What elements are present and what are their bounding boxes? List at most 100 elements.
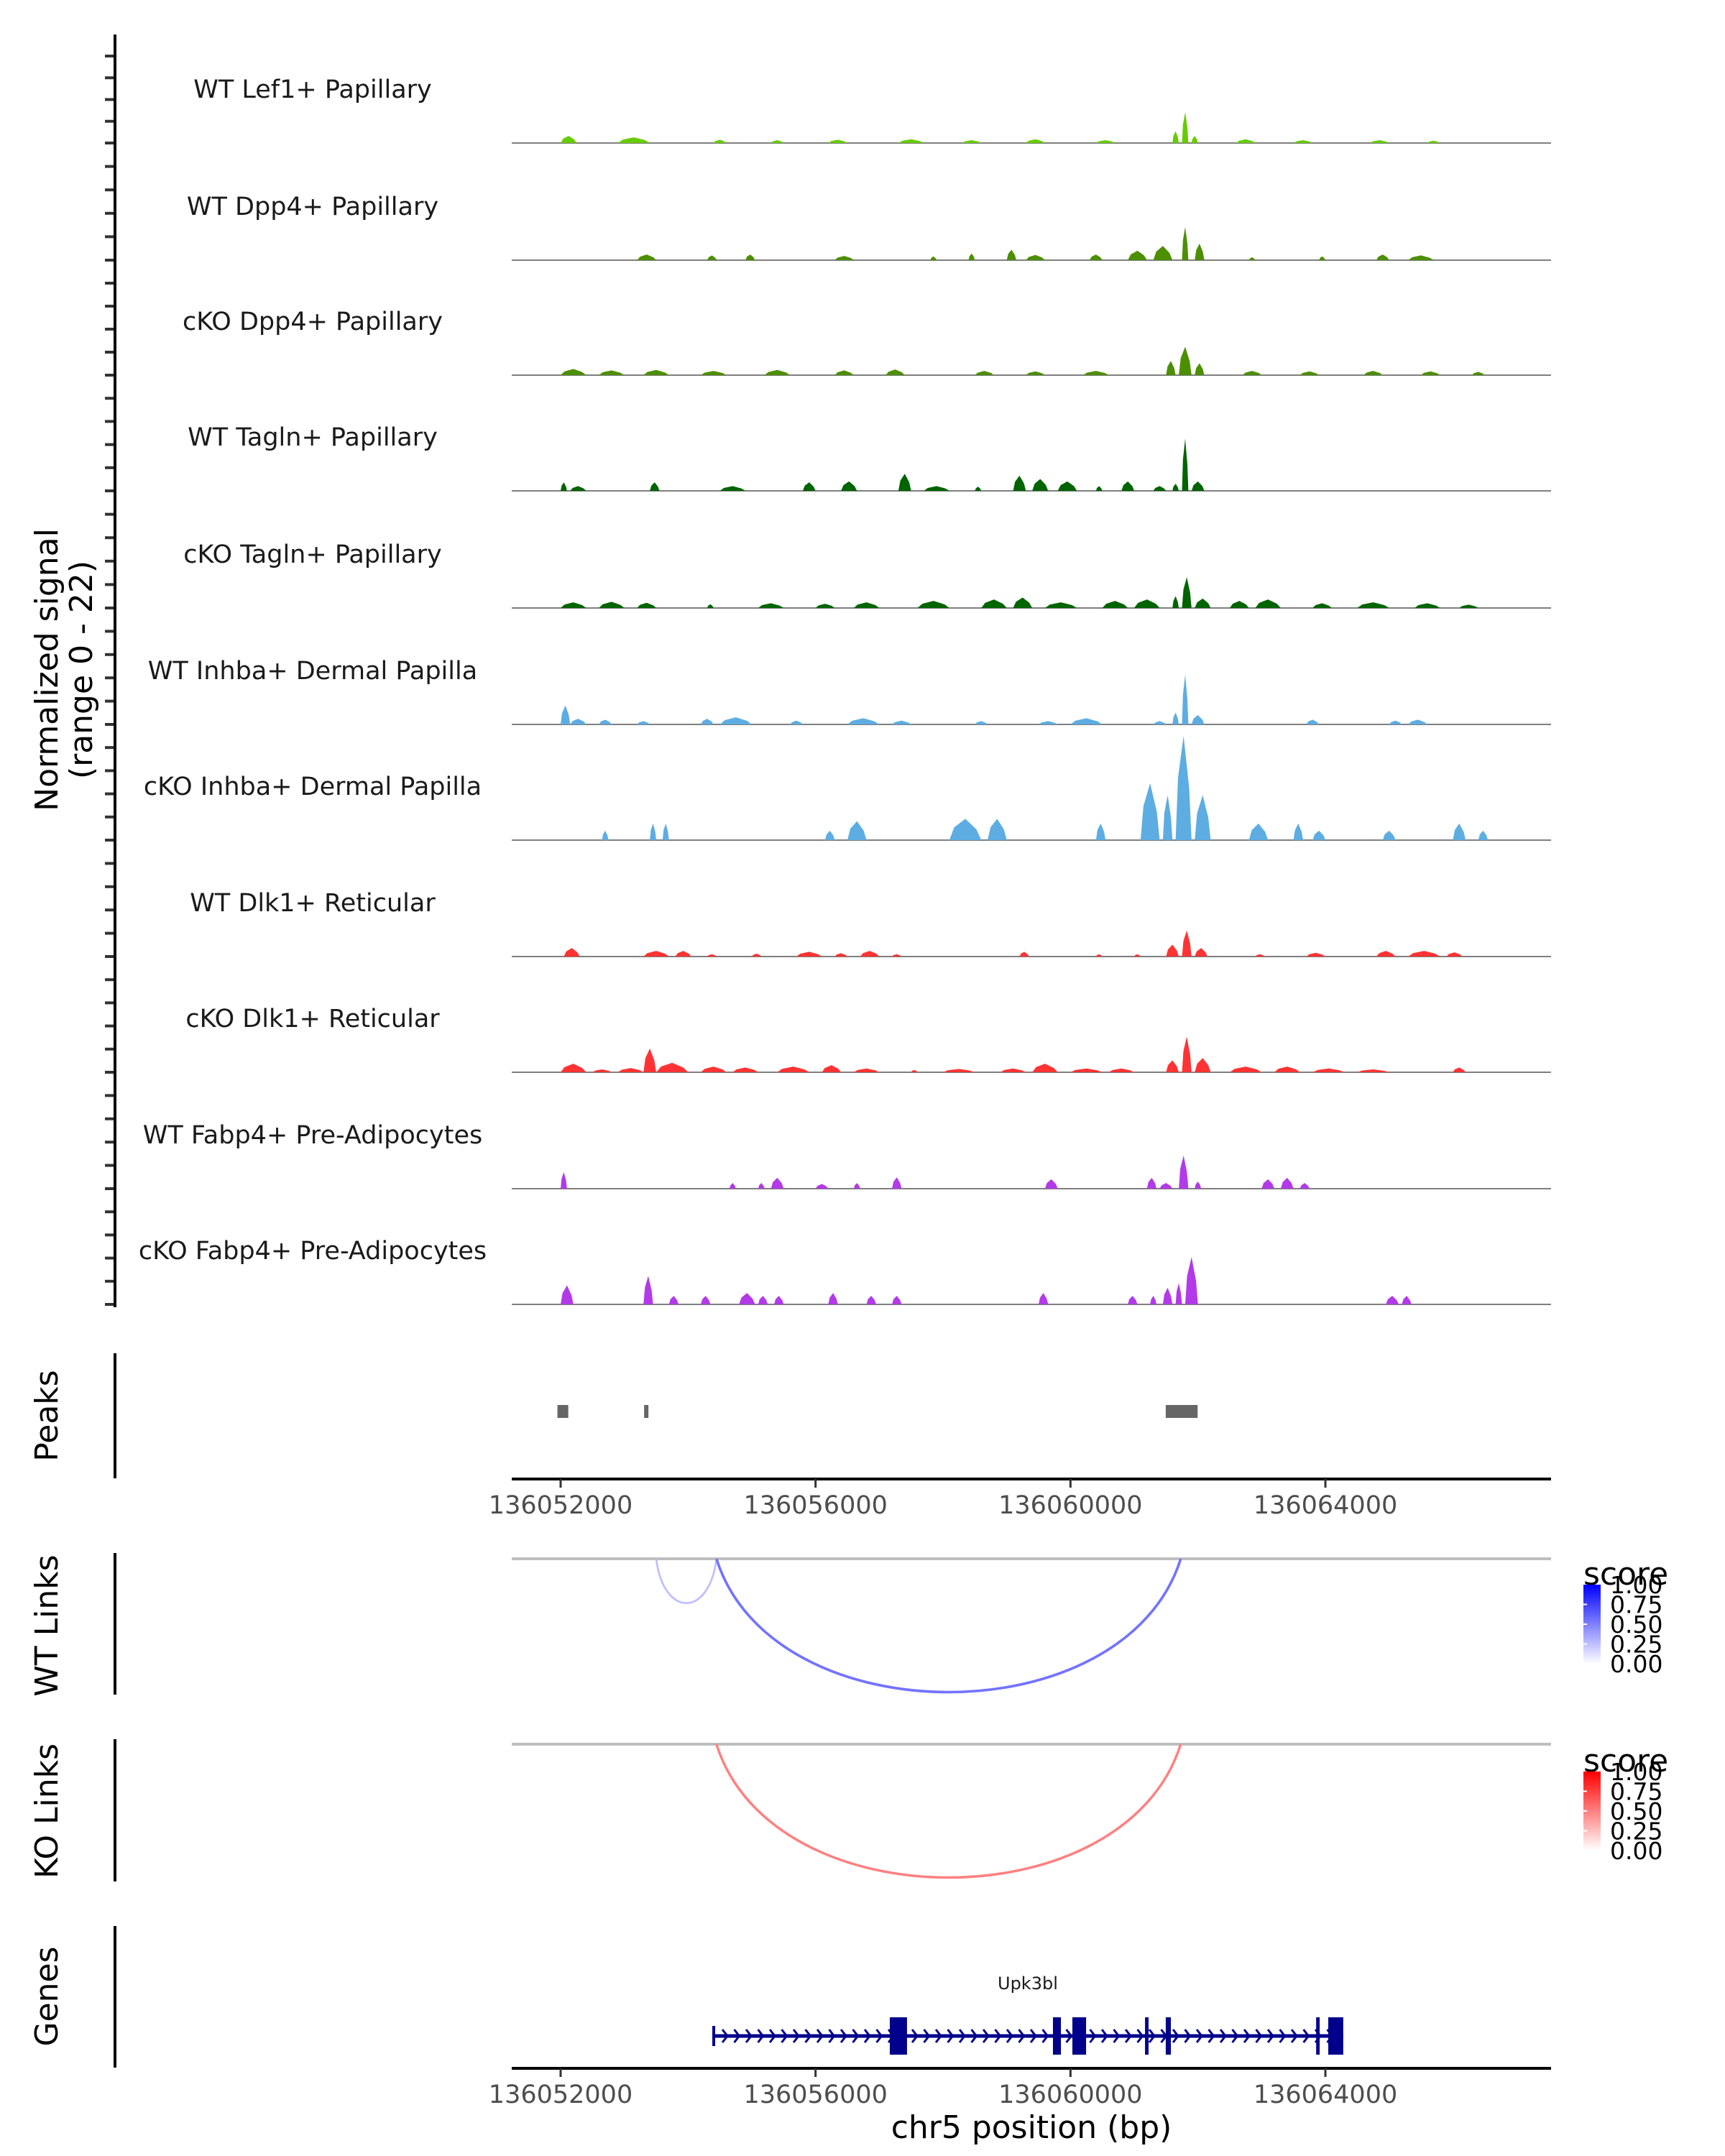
coverage-peak (561, 482, 567, 491)
strand-arrow (1243, 2029, 1251, 2043)
coverage-peak (930, 256, 937, 260)
coverage-peak (853, 1068, 880, 1072)
coverage-peak (1195, 598, 1211, 608)
coverage-peak (561, 602, 586, 608)
x-tick-label: 136056000 (743, 2081, 887, 2109)
coverage-peak (1083, 371, 1109, 375)
coverage-peak (1459, 604, 1478, 608)
coverage-track: cKO Tagln+ Papillary (105, 491, 1551, 611)
coverage-peak (828, 139, 848, 143)
coverage-peak (1363, 371, 1383, 375)
coverage-peak (1389, 720, 1402, 724)
ko-links-label: KO Links (29, 1743, 65, 1879)
peak-region (1165, 1405, 1198, 1418)
coverage-peak (1408, 951, 1440, 957)
legend-ko-score: score 1.000.750.500.250.00 (1583, 1743, 1668, 1865)
coverage-peak (824, 830, 835, 840)
coverage-peak (668, 1296, 679, 1304)
coverage-peak (1134, 954, 1141, 957)
coverage-peak (802, 482, 816, 491)
gene-model: Upk3bl (712, 1973, 1343, 2055)
coverage-peak (975, 721, 988, 724)
coverage-peak (1191, 136, 1198, 143)
coverage-peak (1153, 486, 1167, 491)
coverage-peak (853, 1183, 860, 1189)
coverage-track: WT Dlk1+ Reticular (105, 840, 1551, 959)
coverage-peak (770, 140, 784, 143)
coverage-peak (1312, 603, 1332, 608)
coverage-peak (1248, 823, 1269, 840)
coverage-peak (815, 1184, 829, 1189)
gene-exon (1072, 2017, 1087, 2055)
coverage-peak (707, 255, 717, 260)
strand-arrow (1290, 2029, 1298, 2043)
ko-link-arcs (715, 1743, 1182, 1879)
coverage-peak (1306, 719, 1320, 724)
coverage-peak (1095, 954, 1103, 957)
coverage-peak (1261, 1179, 1275, 1189)
strand-arrow (1113, 2029, 1121, 2043)
coverage-peak (1471, 372, 1485, 375)
coverage-peak (1195, 948, 1208, 957)
coverage-peak (1179, 1155, 1189, 1189)
coverage-peak (758, 603, 784, 608)
coverage-peak (975, 487, 982, 491)
strand-arrow (768, 2029, 776, 2043)
coverage-peak (1255, 954, 1265, 957)
track-label: WT Dlk1+ Reticular (190, 889, 436, 918)
coverage-track: WT Tagln+ Papillary (105, 375, 1551, 494)
legend-tick-label: 0.25 (1610, 1818, 1662, 1846)
coverage-peak (1146, 1177, 1157, 1189)
peak-region (644, 1405, 649, 1418)
strand-arrow (1195, 2029, 1203, 2043)
coverage-peak (617, 137, 650, 143)
coverage-peak (834, 370, 854, 375)
coverage-peak (1039, 721, 1058, 724)
coverage-peak (1182, 1036, 1192, 1072)
coverage-peak (1089, 254, 1103, 260)
coverage-peak (1179, 346, 1192, 375)
strand-arrow (1029, 2029, 1037, 2043)
coverage-peak (719, 717, 753, 724)
strand-arrow (1208, 2029, 1215, 2043)
track-label: cKO Fabp4+ Pre-Adipocytes (139, 1237, 487, 1266)
strand-arrow (804, 2029, 812, 2043)
coverage-peak (1140, 783, 1160, 840)
coverage-peak (1195, 363, 1205, 375)
genes-label: Genes (29, 1946, 65, 2046)
coverage-peak (675, 951, 691, 957)
coverage-peak (1172, 712, 1179, 724)
coverage-peak (570, 486, 586, 491)
strand-arrow (745, 2029, 753, 2043)
coverage-peak (643, 369, 669, 375)
coverage-peak (599, 370, 625, 375)
coverage-peak (564, 948, 580, 957)
strand-arrow (1041, 2029, 1049, 2043)
legend-wt-score: score 1.000.750.500.250.00 (1583, 1556, 1668, 1678)
x-tick-label: 136052000 (489, 1491, 632, 1520)
coverage-peak (1453, 823, 1466, 840)
coverage-peak (1166, 1060, 1179, 1072)
x-tick-label: 136056000 (743, 1491, 887, 1520)
wt-links-label: WT Links (29, 1554, 65, 1696)
coverage-peak (599, 602, 625, 608)
coverage-peak (758, 1183, 765, 1189)
coverage-peak (1319, 256, 1326, 260)
coverage-peak (1019, 952, 1029, 957)
coverage-peak (1191, 714, 1205, 724)
coverage-peak (796, 952, 822, 957)
legend-tick-label: 0.75 (1610, 1778, 1662, 1806)
legend-tick-label: 0.50 (1610, 1611, 1662, 1639)
coverage-peak (1013, 597, 1033, 608)
coverage-peak (892, 1177, 902, 1189)
coverage-peak (1182, 112, 1189, 143)
coverage-peak (1195, 1181, 1202, 1189)
coverage-peak (1195, 1058, 1211, 1072)
coverage-peak (892, 1296, 902, 1304)
coverage-peak (1166, 361, 1176, 375)
coverage-peak (1357, 602, 1389, 608)
coverage-peak (1070, 718, 1103, 724)
coverage-peak (732, 1067, 758, 1072)
coverage-peak (1095, 486, 1103, 491)
